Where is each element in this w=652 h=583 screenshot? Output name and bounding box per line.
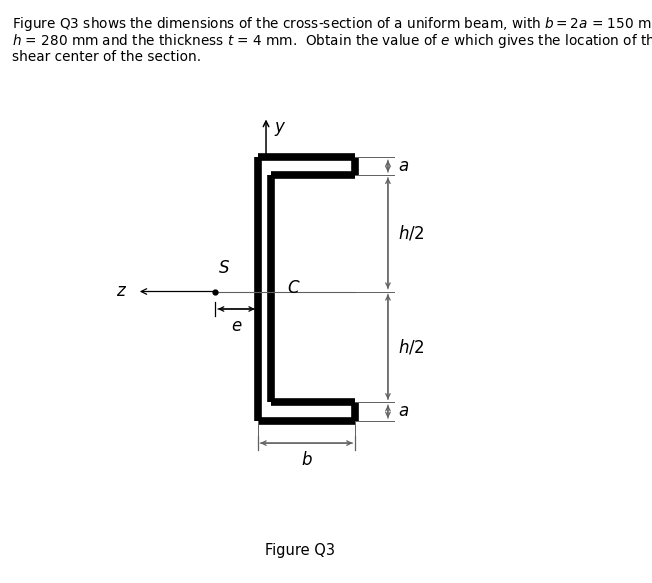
Text: $S$: $S$ <box>218 260 230 277</box>
Text: $h/2$: $h/2$ <box>398 224 424 243</box>
Text: $b$: $b$ <box>301 451 312 469</box>
Text: Figure Q3: Figure Q3 <box>265 543 335 559</box>
Text: Figure Q3 shows the dimensions of the cross-section of a uniform beam, with $b =: Figure Q3 shows the dimensions of the cr… <box>12 15 652 33</box>
Text: $a$: $a$ <box>398 157 409 175</box>
Text: $z$: $z$ <box>116 283 127 300</box>
Text: $e$: $e$ <box>231 318 242 335</box>
Text: $y$: $y$ <box>274 120 286 138</box>
Text: shear center of the section.: shear center of the section. <box>12 50 201 64</box>
Text: $a$: $a$ <box>398 403 409 420</box>
Text: $h$ = 280 mm and the thickness $t$ = 4 mm.  Obtain the value of $e$ which gives : $h$ = 280 mm and the thickness $t$ = 4 m… <box>12 32 652 50</box>
Text: $C$: $C$ <box>287 280 301 297</box>
Text: $h/2$: $h/2$ <box>398 338 424 356</box>
